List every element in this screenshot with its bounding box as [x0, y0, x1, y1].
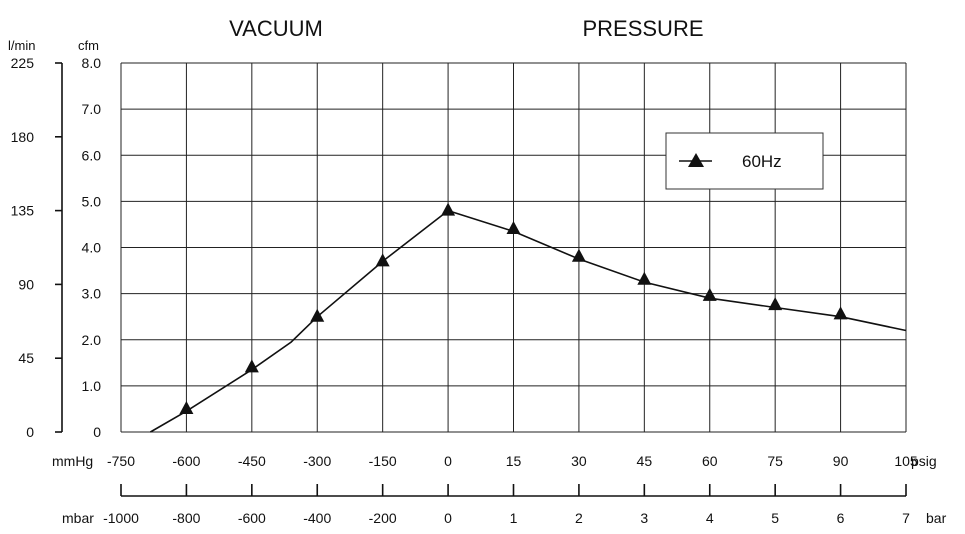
cfm-axis-unit: cfm — [78, 38, 99, 53]
series-line-60hz — [149, 209, 907, 433]
cfm-tick-label: 6.0 — [82, 147, 102, 163]
data-point-triangle — [310, 308, 325, 322]
series-markers-60hz — [179, 202, 848, 414]
mmhg-psig-tick-label: 90 — [833, 453, 849, 469]
legend-label: 60Hz — [742, 152, 782, 171]
mmhg-psig-tick-label: 60 — [702, 453, 718, 469]
mmhg-unit: mmHg — [52, 453, 93, 469]
mbar-tick-label: -400 — [303, 510, 331, 526]
cfm-tick-label: 0 — [93, 424, 101, 440]
data-point-triangle — [833, 306, 848, 320]
data-point-triangle — [375, 253, 390, 267]
psig-unit: psig — [911, 453, 937, 469]
bar-unit: bar — [926, 510, 947, 526]
lmin-tick-label: 180 — [11, 129, 35, 145]
mbar-tick-label: -200 — [369, 510, 397, 526]
cfm-tick-label: 7.0 — [82, 101, 102, 117]
mbar-tick-label: 4 — [706, 510, 714, 526]
mmhg-psig-tick-label: 0 — [444, 453, 452, 469]
cfm-tick-label: 1.0 — [82, 378, 102, 394]
lmin-axis-unit: l/min — [8, 38, 35, 53]
mbar-tick-label: -1000 — [103, 510, 139, 526]
grid — [120, 62, 907, 433]
lmin-tick-label: 225 — [11, 55, 35, 71]
data-point-triangle — [571, 248, 586, 262]
cfm-tick-label: 4.0 — [82, 240, 102, 256]
cfm-tick-label: 3.0 — [82, 286, 102, 302]
data-point-triangle — [637, 271, 652, 285]
mbar-tick-label: 3 — [640, 510, 648, 526]
mbar-tick-label: -800 — [172, 510, 200, 526]
data-point-triangle — [441, 202, 456, 216]
mmhg-psig-tick-label: -450 — [238, 453, 266, 469]
cfm-tick-label: 2.0 — [82, 332, 102, 348]
mmhg-psig-tick-label: 105 — [894, 453, 918, 469]
mbar-tick-label: 6 — [837, 510, 845, 526]
legend: 60Hz — [665, 132, 824, 190]
mmhg-psig-tick-label: 45 — [637, 453, 653, 469]
mbar-unit: mbar — [62, 510, 94, 526]
mmhg-psig-tick-label: -300 — [303, 453, 331, 469]
mbar-tick-label: -600 — [238, 510, 266, 526]
mbar-tick-label: 7 — [902, 510, 910, 526]
mbar-tick-label: 5 — [771, 510, 779, 526]
axes — [55, 62, 907, 497]
mmhg-psig-tick-label: 15 — [506, 453, 522, 469]
lmin-tick-label: 90 — [18, 276, 34, 292]
mmhg-psig-tick-label: 75 — [767, 453, 783, 469]
tick-labels: 225180135904508.07.06.05.04.03.02.01.00-… — [11, 55, 918, 526]
legend-triangle-icon — [688, 153, 704, 167]
mmhg-psig-tick-label: 30 — [571, 453, 587, 469]
vacuum-header: VACUUM — [229, 16, 323, 41]
data-point-triangle — [702, 287, 717, 301]
cfm-tick-label: 8.0 — [82, 55, 102, 71]
mbar-tick-label: 2 — [575, 510, 583, 526]
mmhg-psig-tick-label: -750 — [107, 453, 135, 469]
lmin-tick-label: 135 — [11, 203, 35, 219]
lmin-tick-label: 0 — [26, 424, 34, 440]
mbar-tick-label: 0 — [444, 510, 452, 526]
cfm-tick-label: 5.0 — [82, 193, 102, 209]
pressure-header: PRESSURE — [582, 16, 703, 41]
data-point-triangle — [244, 359, 259, 373]
mmhg-psig-tick-label: -600 — [172, 453, 200, 469]
mbar-tick-label: 1 — [510, 510, 518, 526]
lmin-tick-label: 45 — [18, 350, 34, 366]
data-point-triangle — [179, 400, 194, 414]
data-point-triangle — [506, 221, 521, 235]
data-point-triangle — [768, 297, 783, 311]
mmhg-psig-tick-label: -150 — [369, 453, 397, 469]
